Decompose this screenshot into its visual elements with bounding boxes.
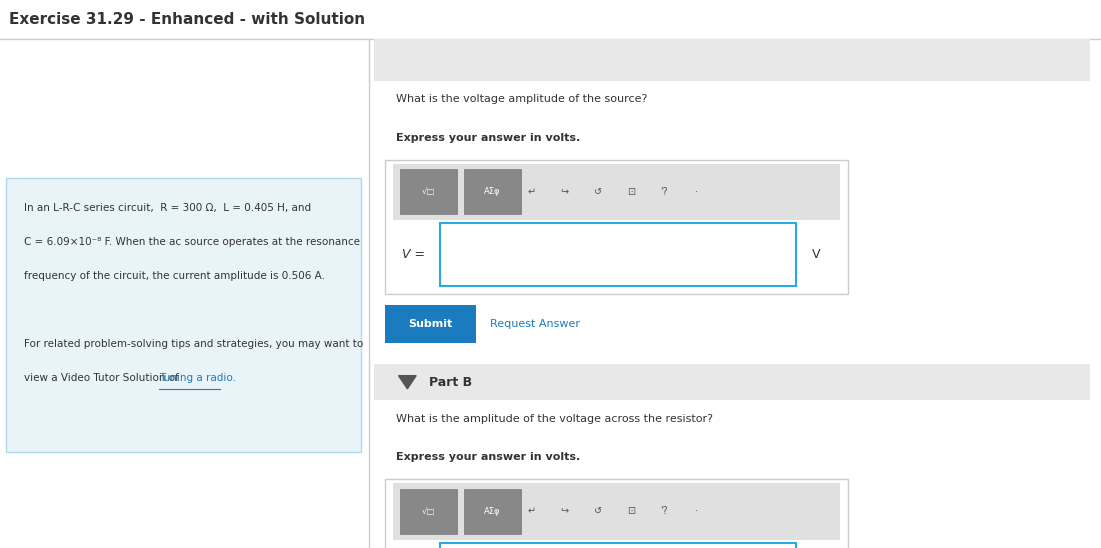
Text: Tuning a radio.: Tuning a radio.: [159, 373, 236, 383]
Bar: [374, 39, 1090, 81]
Text: √□: √□: [422, 507, 435, 516]
FancyBboxPatch shape: [440, 543, 796, 548]
Text: ↵: ↵: [527, 506, 536, 516]
Text: view a Video Tutor Solution of: view a Video Tutor Solution of: [24, 373, 183, 383]
Text: What is the amplitude of the voltage across the resistor?: What is the amplitude of the voltage acr…: [396, 414, 713, 424]
Text: C = 6.09×10⁻⁸ F. When the ac source operates at the resonance: C = 6.09×10⁻⁸ F. When the ac source oper…: [24, 237, 360, 247]
Text: '?: '?: [661, 506, 667, 516]
Text: Express your answer in volts.: Express your answer in volts.: [396, 133, 580, 142]
Text: AΣφ: AΣφ: [484, 507, 500, 516]
Text: frequency of the circuit, the current amplitude is 0.506 A.: frequency of the circuit, the current am…: [24, 271, 325, 281]
FancyBboxPatch shape: [400, 489, 457, 534]
Polygon shape: [399, 375, 416, 389]
Text: ↺: ↺: [593, 187, 602, 197]
Text: Submit: Submit: [408, 319, 453, 329]
FancyBboxPatch shape: [385, 160, 848, 294]
Text: ↺: ↺: [593, 506, 602, 516]
Text: ↪: ↪: [560, 506, 569, 516]
Text: ⊡: ⊡: [626, 187, 635, 197]
FancyBboxPatch shape: [464, 489, 521, 534]
FancyBboxPatch shape: [400, 169, 457, 214]
FancyBboxPatch shape: [464, 169, 521, 214]
Text: Request Answer: Request Answer: [490, 319, 580, 329]
Text: V: V: [811, 248, 820, 261]
Bar: [393, 483, 840, 540]
Bar: [374, 364, 1090, 400]
FancyBboxPatch shape: [385, 480, 848, 548]
Text: Express your answer in volts.: Express your answer in volts.: [396, 452, 580, 462]
Text: V =: V =: [402, 248, 425, 261]
FancyBboxPatch shape: [385, 305, 476, 342]
FancyBboxPatch shape: [440, 223, 796, 286]
Text: ↪: ↪: [560, 187, 569, 197]
Bar: [393, 164, 840, 220]
Text: AΣφ: AΣφ: [484, 187, 500, 196]
Text: For related problem-solving tips and strategies, you may want to: For related problem-solving tips and str…: [24, 339, 363, 349]
Text: Part B: Part B: [429, 376, 472, 389]
Text: '?: '?: [661, 187, 667, 197]
Text: √□: √□: [422, 187, 435, 196]
Text: ⊡: ⊡: [626, 506, 635, 516]
Text: What is the voltage amplitude of the source?: What is the voltage amplitude of the sou…: [396, 94, 647, 104]
Text: ·: ·: [696, 506, 698, 516]
Text: ↵: ↵: [527, 187, 536, 197]
Text: In an L-R-C series circuit,  R = 300 Ω,  L = 0.405 H, and: In an L-R-C series circuit, R = 300 Ω, L…: [24, 203, 312, 213]
FancyBboxPatch shape: [6, 178, 361, 452]
Text: ·: ·: [696, 187, 698, 197]
Text: Exercise 31.29 - Enhanced - with Solution: Exercise 31.29 - Enhanced - with Solutio…: [9, 12, 364, 27]
